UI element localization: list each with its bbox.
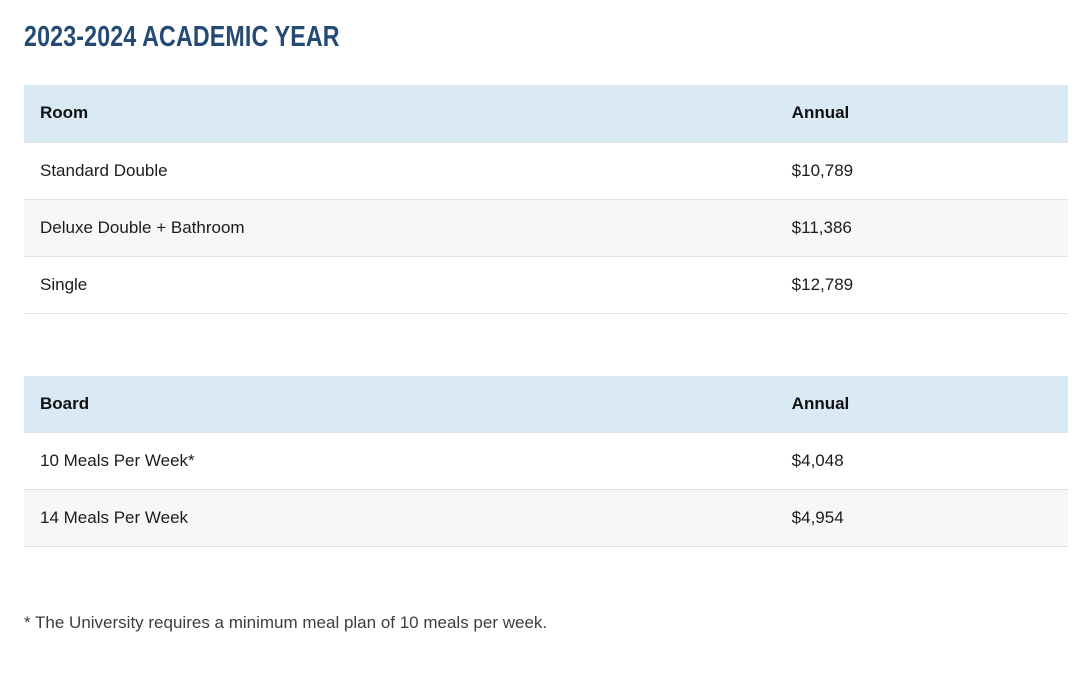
footnote: * The University requires a minimum meal… xyxy=(24,613,548,632)
table-row: 10 Meals Per Week* $4,048 xyxy=(24,432,1068,490)
page-title: 2023-2024 ACADEMIC YEAR xyxy=(24,21,340,53)
board-rates-table: Board Annual 10 Meals Per Week* $4,048 1… xyxy=(24,375,1068,547)
annual-rate-cell: $12,789 xyxy=(775,256,1068,314)
annual-rate-cell: $4,048 xyxy=(775,432,1068,490)
column-header-board: Board xyxy=(24,375,776,433)
annual-rate-cell: $10,789 xyxy=(775,142,1068,200)
table-row: Single $12,789 xyxy=(24,256,1068,314)
room-table-header-row: Room Annual xyxy=(24,85,1068,143)
table-row: Deluxe Double + Bathroom $11,386 xyxy=(24,199,1068,257)
room-type-cell: Standard Double xyxy=(24,142,776,200)
column-header-room: Room xyxy=(24,85,776,143)
annual-rate-cell: $4,954 xyxy=(775,489,1068,547)
column-header-annual: Annual xyxy=(775,375,1068,433)
board-table-header-row: Board Annual xyxy=(24,375,1068,433)
room-type-cell: Deluxe Double + Bathroom xyxy=(24,199,776,257)
annual-rate-cell: $11,386 xyxy=(775,199,1068,257)
table-row: 14 Meals Per Week $4,954 xyxy=(24,489,1068,547)
room-rates-table: Room Annual Standard Double $10,789 Delu… xyxy=(24,85,1068,314)
academic-year-rates-section: 2023-2024 ACADEMIC YEAR Room Annual Stan… xyxy=(24,20,1068,634)
column-header-annual: Annual xyxy=(775,85,1068,143)
meal-plan-cell: 10 Meals Per Week* xyxy=(24,432,776,490)
room-type-cell: Single xyxy=(24,256,776,314)
meal-plan-cell: 14 Meals Per Week xyxy=(24,489,776,547)
table-row: Standard Double $10,789 xyxy=(24,142,1068,200)
